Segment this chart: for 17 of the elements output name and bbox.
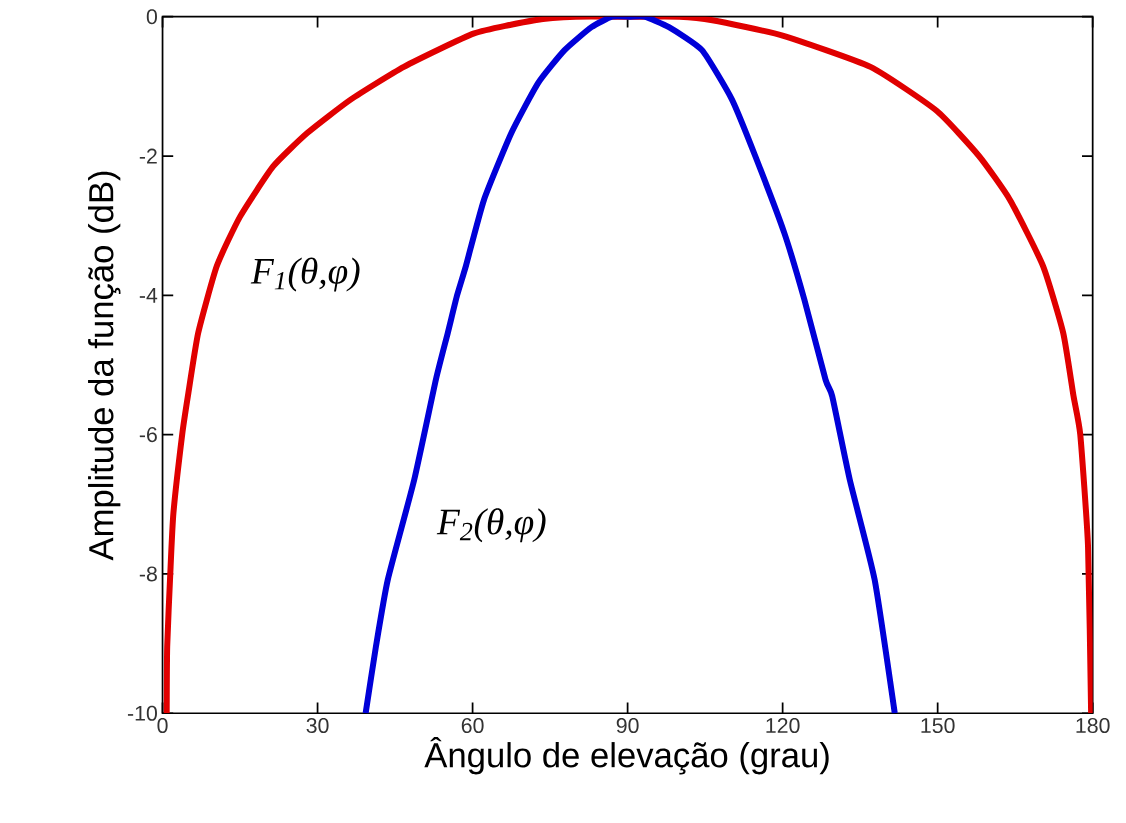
y-tick-label: 0 bbox=[146, 9, 157, 25]
x-tick-label: 150 bbox=[921, 717, 955, 734]
y-tick-label: -10 bbox=[127, 705, 157, 721]
y-tick-label: -2 bbox=[139, 148, 157, 164]
series-label: F$_{2}$(θ,φ) bbox=[436, 508, 546, 543]
x-tick-label: 60 bbox=[461, 717, 484, 734]
x-tick-label: 120 bbox=[766, 717, 800, 734]
x-tick-label: 180 bbox=[1076, 717, 1110, 734]
series-label: F$_{1}$(θ,φ) bbox=[250, 257, 360, 292]
x-tick-label: 30 bbox=[306, 717, 329, 734]
y-tick-label: -6 bbox=[139, 427, 157, 443]
y-tick-label: -4 bbox=[139, 287, 158, 303]
y-axis-title: Amplitude da função (dB) bbox=[88, 171, 121, 561]
y-tick-label: -8 bbox=[139, 566, 157, 582]
x-axis-title: Ângulo de elevação (grau) bbox=[424, 736, 829, 775]
x-tick-label: 90 bbox=[616, 717, 639, 734]
x-tick-label: 0 bbox=[157, 717, 168, 734]
